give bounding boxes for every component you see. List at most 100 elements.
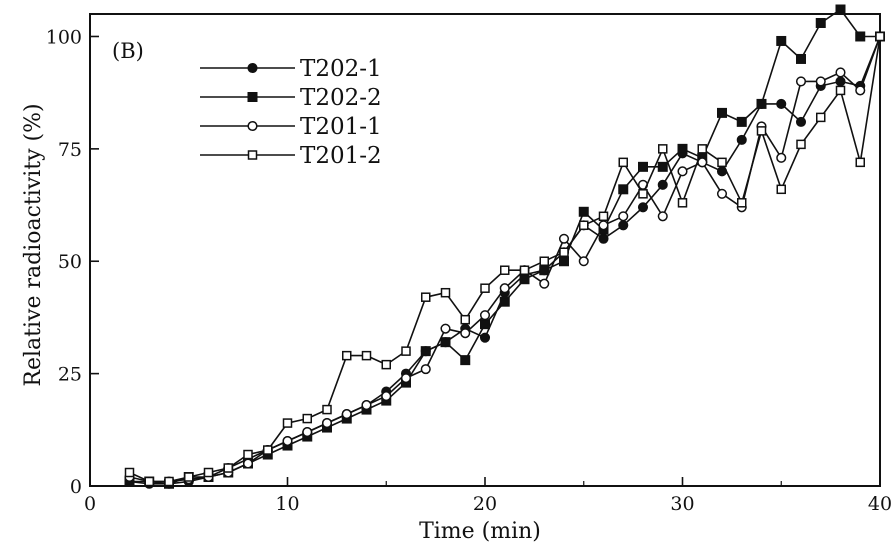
filled-square-marker bbox=[815, 17, 826, 28]
open-square-marker bbox=[263, 445, 273, 455]
open-square-marker bbox=[598, 211, 609, 222]
x-tick-label: 20 bbox=[473, 493, 497, 515]
open-square-marker bbox=[816, 112, 826, 123]
open-square-marker bbox=[381, 359, 391, 370]
open-square-marker bbox=[875, 31, 885, 42]
filled-square-marker bbox=[247, 92, 258, 102]
open-square-marker bbox=[342, 350, 352, 361]
open-square-marker bbox=[559, 247, 569, 257]
open-square-marker bbox=[835, 85, 846, 96]
filled-square-marker bbox=[736, 116, 747, 127]
open-circle-marker bbox=[776, 152, 787, 163]
filled-square-marker bbox=[499, 296, 510, 307]
x-tick-label: 40 bbox=[868, 493, 892, 515]
filled-square-marker bbox=[717, 107, 727, 118]
open-square-marker bbox=[677, 198, 688, 208]
open-circle-marker bbox=[247, 120, 258, 132]
open-square-marker bbox=[717, 157, 727, 168]
open-circle-marker bbox=[321, 418, 333, 429]
filled-square-marker bbox=[796, 53, 806, 64]
open-circle-marker bbox=[499, 283, 510, 294]
open-square-marker bbox=[796, 139, 806, 150]
open-square-marker bbox=[361, 350, 372, 361]
legend: T202-1 T202-2 T201-1 T201-2 bbox=[200, 56, 382, 169]
open-square-marker bbox=[124, 467, 135, 478]
filled-circle-marker bbox=[736, 134, 747, 145]
filled-circle-marker bbox=[776, 98, 787, 109]
open-circle-marker bbox=[795, 76, 807, 87]
filled-square-marker bbox=[420, 346, 431, 357]
filled-square-marker bbox=[657, 161, 668, 172]
open-square-marker bbox=[500, 265, 510, 275]
open-square-marker bbox=[756, 126, 767, 136]
y-tick-label: 50 bbox=[58, 251, 82, 273]
filled-square-marker bbox=[677, 143, 688, 154]
open-circle-marker bbox=[716, 188, 728, 199]
series-T201-1 bbox=[124, 31, 886, 487]
x-tick-label: 0 bbox=[84, 493, 96, 515]
open-circle-marker bbox=[677, 166, 688, 177]
filled-circle-marker bbox=[657, 179, 668, 190]
open-square-marker bbox=[440, 287, 451, 298]
open-square-marker bbox=[421, 292, 431, 302]
filled-square-marker bbox=[440, 337, 451, 348]
open-circle-marker bbox=[282, 435, 293, 447]
legend-label: T202-1 bbox=[300, 56, 382, 82]
x-tick-label: 30 bbox=[670, 493, 694, 515]
open-circle-marker bbox=[835, 67, 846, 78]
open-square-marker bbox=[184, 472, 194, 482]
filled-circle-marker bbox=[479, 332, 491, 343]
open-square-marker bbox=[223, 463, 233, 473]
open-circle-marker bbox=[558, 233, 570, 244]
filled-circle-marker bbox=[247, 62, 258, 74]
open-circle-marker bbox=[815, 76, 826, 87]
y-tick-label: 0 bbox=[70, 476, 82, 498]
filled-square-marker bbox=[618, 184, 629, 195]
filled-square-marker bbox=[855, 31, 866, 42]
y-tick-label: 75 bbox=[58, 139, 82, 161]
open-square-marker bbox=[697, 144, 707, 154]
filled-square-marker bbox=[539, 265, 550, 276]
open-square-marker bbox=[322, 404, 332, 415]
y-tick-label: 100 bbox=[46, 26, 82, 48]
y-tick-label: 25 bbox=[58, 364, 82, 386]
open-square-marker bbox=[737, 198, 747, 208]
x-axis-title: Time (min) bbox=[419, 519, 541, 544]
open-square-marker bbox=[855, 157, 865, 168]
legend-label: T202-2 bbox=[300, 85, 382, 111]
filled-circle-marker bbox=[835, 76, 846, 87]
x-tick-label: 10 bbox=[275, 493, 299, 515]
filled-circle-marker bbox=[598, 233, 609, 244]
open-square-marker bbox=[282, 418, 293, 428]
open-square-marker bbox=[144, 476, 154, 487]
open-circle-marker bbox=[657, 211, 668, 222]
filled-square-marker bbox=[519, 274, 530, 285]
open-square-marker bbox=[247, 150, 258, 160]
legend-item: T201-2 bbox=[200, 143, 382, 169]
open-circle-marker bbox=[400, 373, 412, 384]
open-square-marker bbox=[164, 476, 174, 487]
open-circle-marker bbox=[539, 278, 550, 289]
open-square-marker bbox=[480, 283, 490, 293]
filled-square-marker bbox=[578, 206, 589, 217]
open-circle-marker bbox=[479, 310, 491, 321]
open-square-marker bbox=[460, 314, 470, 325]
series-layer bbox=[124, 4, 886, 489]
open-square-marker bbox=[203, 467, 214, 478]
panel-label: (B) bbox=[112, 39, 144, 63]
legend-item: T202-1 bbox=[200, 56, 382, 82]
legend-label: T201-1 bbox=[300, 114, 382, 140]
open-circle-marker bbox=[440, 323, 451, 334]
open-square-marker bbox=[401, 346, 411, 356]
open-square-marker bbox=[243, 449, 253, 460]
open-square-marker bbox=[776, 184, 786, 195]
open-circle-marker bbox=[578, 256, 589, 267]
series-line bbox=[129, 8, 880, 485]
open-square-marker bbox=[302, 413, 312, 424]
open-square-marker bbox=[618, 157, 628, 168]
open-circle-marker bbox=[855, 85, 866, 96]
open-circle-marker bbox=[381, 391, 392, 402]
open-square-marker bbox=[539, 256, 549, 266]
open-circle-marker bbox=[341, 409, 352, 420]
